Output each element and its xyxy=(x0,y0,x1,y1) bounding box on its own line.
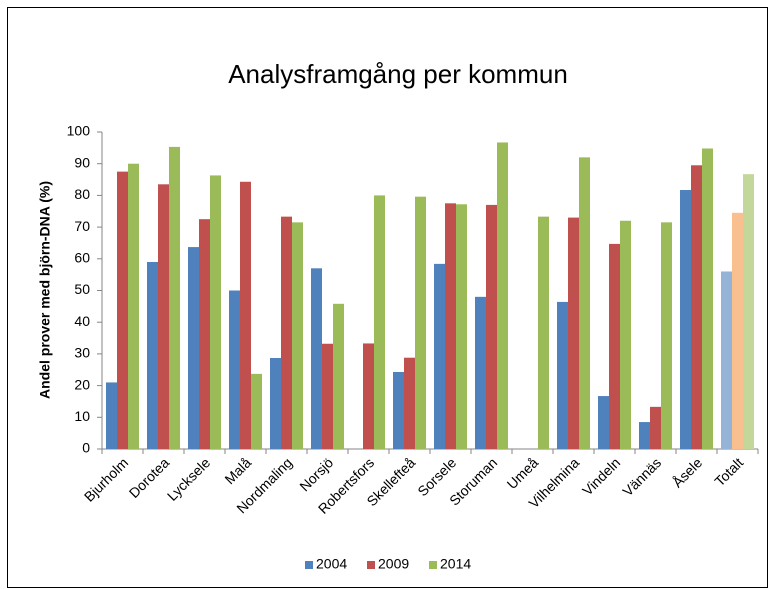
y-tick-label: 50 xyxy=(74,281,90,297)
chart-title: Analysframgång per kommun xyxy=(228,59,568,89)
bar xyxy=(538,216,549,449)
bar xyxy=(311,268,322,449)
bar xyxy=(579,157,590,450)
y-tick-label: 60 xyxy=(74,250,90,266)
bar xyxy=(404,357,415,449)
legend-label: 2009 xyxy=(378,556,409,572)
bar xyxy=(702,148,713,449)
bar xyxy=(199,219,210,449)
legend-swatch xyxy=(429,561,437,569)
bar xyxy=(210,175,221,449)
bar xyxy=(732,212,743,449)
bar xyxy=(639,422,650,449)
y-tick-label: 10 xyxy=(74,408,90,424)
bar xyxy=(568,217,579,449)
bar xyxy=(434,263,445,449)
bar xyxy=(229,290,240,449)
bar xyxy=(158,184,169,449)
bar xyxy=(281,216,292,449)
bar xyxy=(363,343,374,449)
bar xyxy=(393,371,404,449)
bar xyxy=(374,195,385,449)
bar xyxy=(598,396,609,449)
bar xyxy=(620,220,631,449)
bar xyxy=(188,247,199,449)
y-tick-label: 0 xyxy=(82,440,90,456)
legend-label: 2004 xyxy=(316,556,347,572)
y-tick-label: 90 xyxy=(74,154,90,170)
bar xyxy=(322,343,333,449)
y-tick-label: 30 xyxy=(74,345,90,361)
bar xyxy=(240,181,251,450)
bar xyxy=(721,271,732,449)
bar xyxy=(609,243,620,449)
bar xyxy=(270,358,281,449)
bar xyxy=(743,174,754,449)
bar xyxy=(445,203,456,449)
bar xyxy=(128,163,139,449)
bar xyxy=(117,171,128,449)
bar xyxy=(106,382,117,449)
bar xyxy=(333,303,344,449)
legend-swatch xyxy=(305,561,313,569)
bar xyxy=(251,373,262,449)
bar xyxy=(169,146,180,450)
bar xyxy=(680,190,691,450)
y-tick-label: 100 xyxy=(67,123,91,139)
legend-swatch xyxy=(367,561,375,569)
bar xyxy=(650,406,661,449)
y-tick-label: 70 xyxy=(74,218,90,234)
bar xyxy=(486,204,497,449)
bar xyxy=(557,301,568,449)
bar xyxy=(456,204,467,449)
bar xyxy=(415,196,426,449)
bar xyxy=(497,142,508,449)
bar xyxy=(292,222,303,449)
y-tick-label: 20 xyxy=(74,376,90,392)
y-tick-label: 80 xyxy=(74,186,90,202)
bar xyxy=(475,296,486,449)
legend-label: 2014 xyxy=(440,556,471,572)
bar xyxy=(147,261,158,449)
y-tick-label: 40 xyxy=(74,313,90,329)
bar xyxy=(691,165,702,449)
y-axis-label: Andel prover med björn-DNA (%) xyxy=(37,181,53,399)
bar xyxy=(661,222,672,449)
